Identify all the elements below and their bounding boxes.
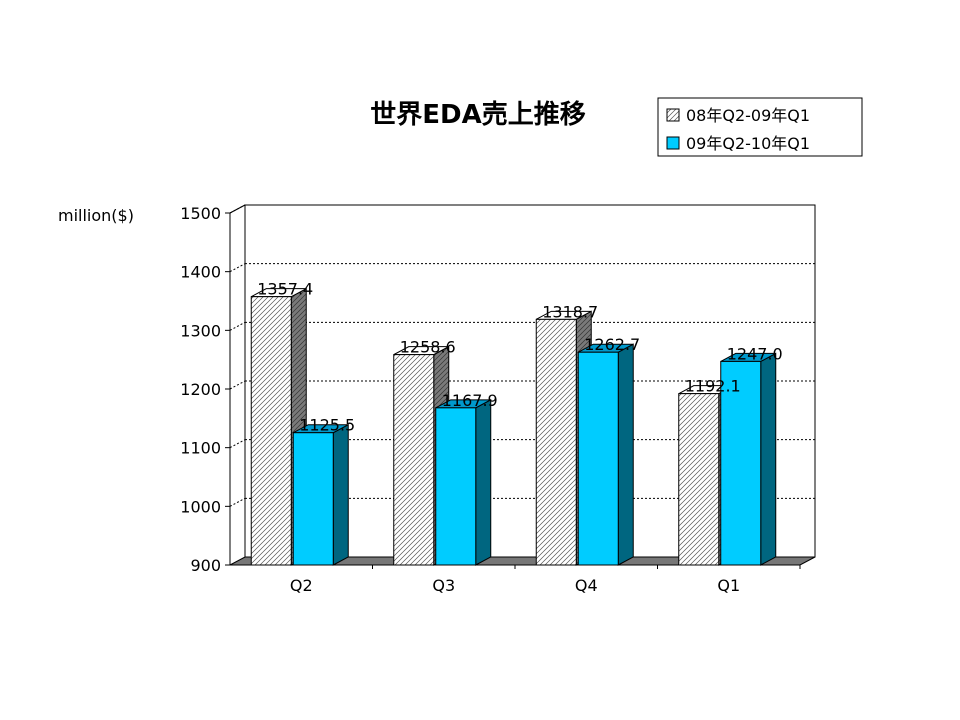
bar-side: [475, 398, 492, 566]
bar-front: [678, 393, 720, 566]
gridline-side: [229, 439, 246, 449]
x-tick-label-q4: Q4: [575, 576, 598, 595]
y-tick-label: 1200: [180, 380, 221, 399]
bar-side: [760, 352, 777, 566]
y-axis-ticks: 900 1000 1100 1200 1300 1400 1500: [180, 204, 230, 575]
bar-q4-series-2: [577, 343, 634, 566]
bar-front: [720, 360, 762, 566]
value-label-q4-series-1: 1318.7: [542, 302, 598, 321]
bar-front: [292, 432, 334, 566]
bar-front: [577, 351, 619, 566]
x-tick-label-q3: Q3: [432, 576, 455, 595]
bar-side: [332, 423, 349, 566]
y-tick-label: 1000: [180, 497, 221, 516]
y-tick-label: 1400: [180, 263, 221, 282]
gridline-side: [229, 497, 246, 507]
bar-front: [393, 354, 435, 566]
legend: 08年Q2-09年Q1 09年Q2-10年Q1: [657, 97, 863, 157]
bar-front: [250, 296, 292, 566]
gridlines: [229, 204, 815, 507]
y-tick-label: 1300: [180, 321, 221, 340]
bar-side: [617, 343, 634, 566]
legend-box: [657, 97, 863, 157]
y-tick-label: 1500: [180, 204, 221, 223]
y-tick-label: 900: [190, 556, 221, 575]
bar-front: [535, 318, 577, 566]
x-tick-label-q1: Q1: [717, 576, 740, 595]
value-label-q3-series-1: 1258.6: [400, 338, 456, 357]
gridline-side: [229, 321, 246, 331]
value-label-q3-series-2: 1167.9: [442, 391, 498, 410]
gridline-side: [229, 380, 246, 390]
value-label-q4-series-2: 1262.7: [584, 335, 640, 354]
y-tick-label: 1100: [180, 439, 221, 458]
y-axis-unit-label: million($): [58, 206, 134, 225]
x-tick-label-q2: Q2: [290, 576, 313, 595]
gridline-side: [229, 204, 246, 214]
legend-swatch-series-2: [666, 136, 680, 150]
x-axis-labels: Q2 Q3 Q4 Q1: [230, 564, 801, 595]
gridline-side: [229, 263, 246, 273]
legend-label-series-2: 09年Q2-10年Q1: [686, 134, 810, 153]
value-label-q2-series-1: 1357.4: [257, 280, 313, 299]
legend-label-series-1: 08年Q2-09年Q1: [686, 106, 810, 125]
bar-q3-series-2: [435, 398, 492, 566]
bar-q2-series-1: [250, 287, 307, 566]
value-label-q1-series-2: 1247.0: [727, 344, 783, 363]
bars: [250, 287, 777, 566]
bar-front: [435, 407, 477, 566]
value-label-q1-series-1: 1192.1: [685, 377, 741, 396]
bar-q2-series-2: [292, 423, 349, 566]
bar-q1-series-2: [720, 352, 777, 566]
value-label-q2-series-2: 1125.5: [299, 416, 355, 435]
chart-title: 世界EDA売上推移: [370, 100, 585, 130]
value-labels: 1357.4 1125.5 1258.6 1167.9 1318.7 1262.7 1192…: [257, 280, 782, 435]
legend-swatch-series-1: [666, 108, 680, 122]
